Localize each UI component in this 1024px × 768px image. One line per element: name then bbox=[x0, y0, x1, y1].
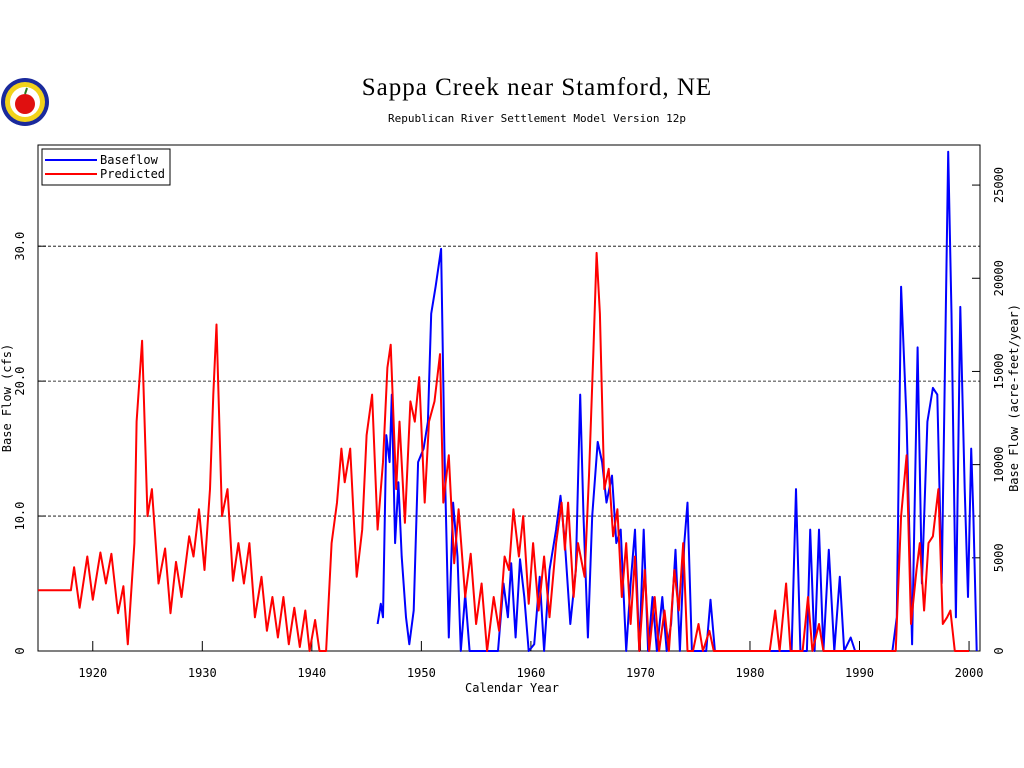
chart-title: Sappa Creek near Stamford, NE bbox=[362, 74, 712, 101]
y2-tick-label: 25000 bbox=[992, 167, 1006, 203]
plot-frame bbox=[37, 144, 981, 652]
legend-label: Baseflow bbox=[100, 153, 159, 167]
y2-axis-label: Base Flow (acre-feet/year) bbox=[1007, 304, 1021, 492]
legend-label: Predicted bbox=[100, 167, 165, 181]
x-tick-label: 1960 bbox=[516, 666, 545, 680]
logo bbox=[1, 78, 49, 126]
x-axis-label: Calendar Year bbox=[465, 681, 559, 695]
chart-subtitle: Republican River Settlement Model Versio… bbox=[388, 112, 686, 125]
data-line bbox=[376, 150, 978, 652]
y-axis-label: Base Flow (cfs) bbox=[0, 344, 14, 452]
y2-tick-label: 15000 bbox=[992, 353, 1006, 389]
x-tick-label: 1930 bbox=[188, 666, 217, 680]
x-tick-label: 1980 bbox=[736, 666, 765, 680]
x-tick-label: 1990 bbox=[845, 666, 874, 680]
legend-box bbox=[41, 148, 171, 186]
y-tick-label: 10.0 bbox=[13, 502, 27, 531]
x-tick-label: 2000 bbox=[955, 666, 984, 680]
y-tick-label: 20.0 bbox=[13, 367, 27, 396]
y-tick-label: 0 bbox=[13, 647, 27, 654]
data-line bbox=[38, 251, 969, 652]
y2-tick-label: 10000 bbox=[992, 447, 1006, 483]
x-tick-label: 1970 bbox=[626, 666, 655, 680]
y2-tick-label: 5000 bbox=[992, 543, 1006, 572]
x-tick-label: 1920 bbox=[78, 666, 107, 680]
y-tick-label: 30.0 bbox=[13, 232, 27, 261]
x-tick-label: 1940 bbox=[297, 666, 326, 680]
y2-tick-label: 0 bbox=[992, 647, 1006, 654]
x-tick-label: 1950 bbox=[407, 666, 436, 680]
y2-tick-label: 20000 bbox=[992, 260, 1006, 296]
